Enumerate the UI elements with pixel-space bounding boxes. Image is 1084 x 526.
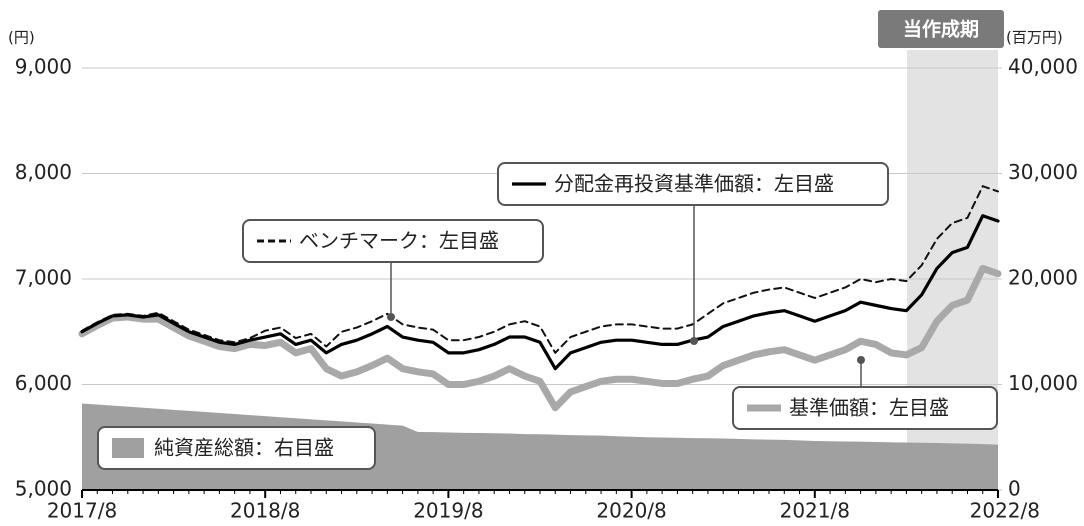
y2-axis-label: (百万円) bbox=[1006, 29, 1063, 47]
legend-label: ベンチマーク：左目盛 bbox=[299, 229, 499, 253]
x-tick-label: 2019/8 bbox=[413, 499, 483, 523]
leader-dot bbox=[857, 356, 865, 364]
y-tick-label: 8,000 bbox=[15, 160, 72, 184]
leader-dot bbox=[690, 337, 698, 345]
y2-tick-label: 30,000 bbox=[1008, 160, 1078, 184]
legend-box bbox=[97, 426, 376, 470]
x-tick-label: 2021/8 bbox=[780, 499, 850, 523]
legend-box bbox=[497, 162, 889, 206]
legend-box bbox=[242, 219, 544, 263]
y-axis-label: (円) bbox=[8, 29, 35, 47]
legend-label: 分配金再投資基準価額：左目盛 bbox=[554, 172, 834, 196]
x-tick-label: 2020/8 bbox=[596, 499, 666, 523]
series-line bbox=[81, 185, 999, 354]
series-line bbox=[78, 264, 1002, 412]
y2-tick-label: 20,000 bbox=[1008, 266, 1078, 290]
legend-swatch bbox=[112, 438, 144, 458]
legend-label: 純資産総額：右目盛 bbox=[154, 436, 334, 460]
y2-tick-label: 10,000 bbox=[1008, 371, 1078, 395]
y2-tick-label: 40,000 bbox=[1008, 55, 1078, 79]
y2-tick-label: 0 bbox=[1008, 477, 1021, 501]
legend-label: 基準価額：左目盛 bbox=[789, 396, 949, 420]
leader-dot bbox=[387, 313, 395, 321]
series-line bbox=[80, 214, 1000, 371]
y-tick-label: 5,000 bbox=[15, 477, 72, 501]
x-tick-label: 2022/8 bbox=[970, 499, 1040, 523]
legend-box bbox=[732, 386, 998, 430]
x-tick-label: 2017/8 bbox=[47, 499, 117, 523]
period-label: 当作成期 bbox=[903, 18, 979, 41]
y-tick-label: 6,000 bbox=[15, 371, 72, 395]
y-tick-label: 9,000 bbox=[15, 55, 72, 79]
x-tick-label: 2018/8 bbox=[230, 499, 300, 523]
period-badge bbox=[878, 10, 1004, 48]
y-tick-label: 7,000 bbox=[15, 266, 72, 290]
